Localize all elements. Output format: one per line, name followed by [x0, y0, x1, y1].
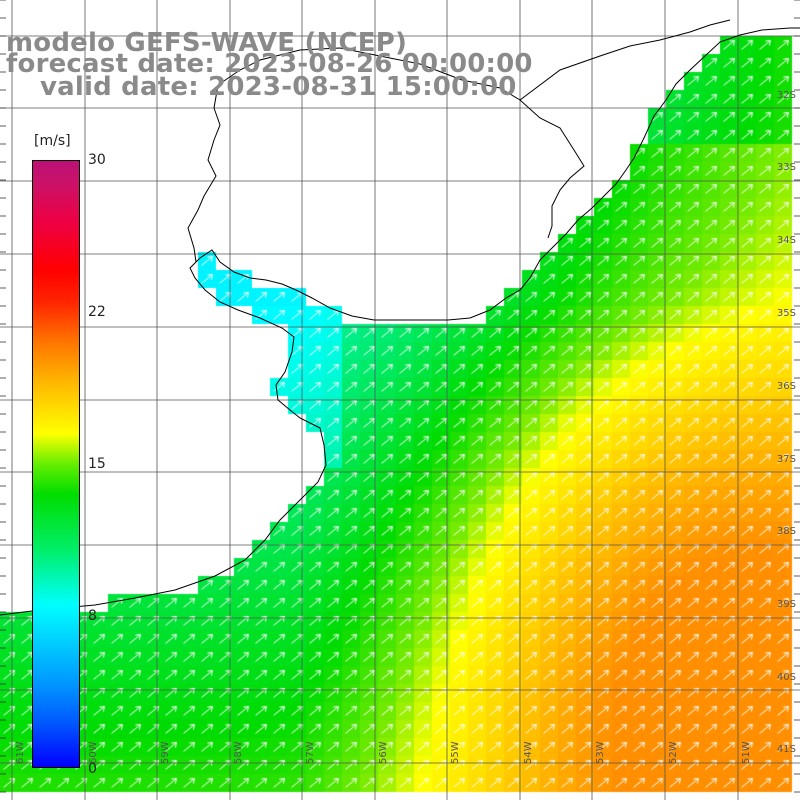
lat-label: 32S: [776, 90, 796, 101]
colorbar-tick-30: 30: [88, 152, 106, 168]
lon-label: 61W: [15, 741, 26, 764]
lat-label: 34S: [776, 235, 796, 246]
model-title: modelo GEFS-WAVE (NCEP): [6, 28, 408, 58]
lon-label: 58W: [233, 741, 244, 764]
coastline: [0, 19, 800, 616]
lat-label: 41S: [776, 744, 796, 755]
lat-label: 39S: [776, 599, 796, 610]
colorbar-tick-8: 8: [88, 608, 97, 624]
lon-label: 53W: [595, 741, 606, 764]
lon-label: 56W: [378, 741, 389, 764]
colorbar-tick-15: 15: [88, 456, 106, 472]
coast-line: [0, 27, 800, 616]
lon-label: 52W: [668, 741, 679, 764]
lat-label: 36S: [776, 381, 796, 392]
lat-label: 37S: [776, 454, 796, 465]
lat-label: 35S: [776, 308, 796, 319]
land-border: [519, 19, 731, 101]
lon-label: 54W: [523, 741, 534, 764]
lon-label: 55W: [450, 741, 461, 764]
colorbar-units: [m/s]: [34, 133, 71, 149]
forecast-date: forecast date: 2023-08-26 00:00:00: [6, 49, 533, 79]
colorbar-tick-0: 0: [88, 761, 97, 777]
lon-label: 59W: [160, 741, 171, 764]
lon-label: 51W: [741, 741, 752, 764]
lat-label: 38S: [776, 526, 796, 537]
lat-label: 33S: [776, 162, 796, 173]
lat-label: 40S: [776, 672, 796, 683]
valid-date: valid date: 2023-08-31 15:00:00: [40, 72, 517, 102]
land-border: [187, 84, 221, 263]
colorbar-tick-22: 22: [88, 304, 106, 320]
lon-label: 57W: [305, 741, 316, 764]
colorbar: [32, 160, 80, 768]
